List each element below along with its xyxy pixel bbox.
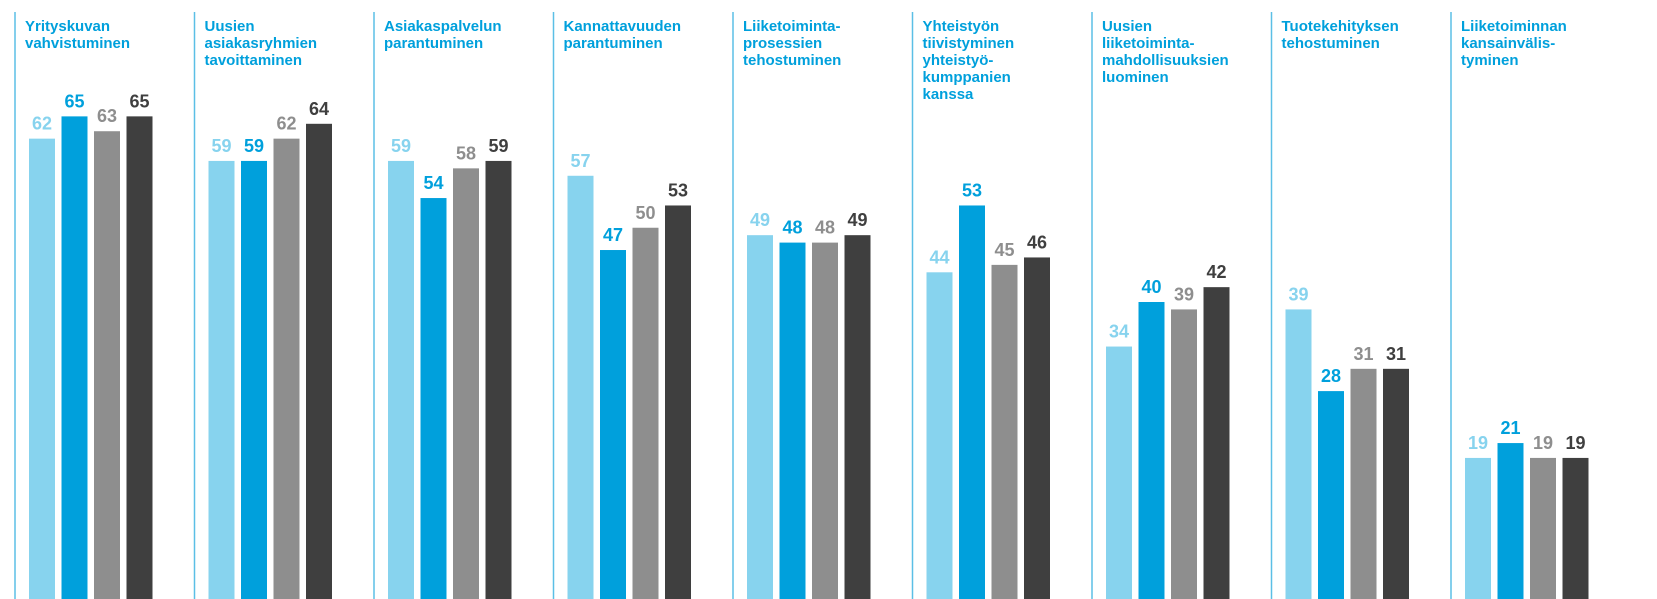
value-label: 62 (32, 114, 52, 134)
category-label: vahvistuminen (25, 35, 130, 52)
bar (812, 242, 838, 599)
category-label: tavoittaminen (205, 52, 303, 69)
bar (1203, 287, 1230, 599)
bar (126, 116, 153, 599)
category-label: yhteistyö- (923, 52, 994, 69)
value-label: 34 (1109, 322, 1129, 342)
category-label: Yhteistyön (923, 18, 1000, 35)
value-label: 65 (64, 91, 84, 111)
bar (1562, 457, 1589, 599)
value-label: 59 (244, 136, 264, 156)
category-label: Liiketoiminta- (743, 18, 841, 35)
bar (844, 235, 871, 599)
value-label: 39 (1288, 284, 1308, 304)
category-label: parantuminen (564, 35, 663, 52)
bar (779, 242, 806, 599)
value-label: 19 (1533, 433, 1553, 453)
value-label: 40 (1141, 277, 1161, 297)
value-label: 31 (1353, 344, 1373, 364)
value-label: 65 (129, 91, 149, 111)
category-label: kanssa (923, 86, 975, 103)
bar (94, 131, 120, 599)
value-label: 49 (750, 210, 770, 230)
value-label: 59 (391, 136, 411, 156)
category-label: tehostuminen (1282, 35, 1380, 52)
bar (926, 272, 953, 599)
bar (665, 205, 691, 599)
category-label: Uusien (1102, 18, 1152, 35)
category-label: prosessien (743, 35, 822, 52)
value-label: 53 (962, 180, 982, 200)
category-label: kansainvälis- (1461, 35, 1555, 52)
value-label: 59 (211, 136, 231, 156)
bar (453, 168, 479, 599)
value-label: 46 (1027, 232, 1047, 252)
value-label: 48 (782, 218, 802, 238)
category-label: kumppanien (923, 69, 1011, 86)
value-label: 42 (1206, 262, 1226, 282)
bar (273, 138, 300, 599)
value-label: 21 (1500, 418, 1520, 438)
category-label: mahdollisuuksien (1102, 52, 1229, 69)
bar (632, 227, 659, 599)
value-label: 63 (97, 106, 117, 126)
value-label: 19 (1565, 433, 1585, 453)
bar (747, 235, 773, 599)
bar (991, 264, 1018, 599)
category-label: Asiakaspalvelun (384, 18, 502, 35)
bar (485, 160, 512, 599)
bar (600, 250, 626, 599)
value-label: 44 (929, 247, 949, 267)
bar (1171, 309, 1197, 599)
value-label: 50 (635, 203, 655, 223)
bar (1318, 391, 1344, 599)
value-label: 58 (456, 143, 476, 163)
value-label: 57 (570, 151, 590, 171)
bar (1106, 346, 1132, 599)
bar (567, 175, 594, 599)
value-label: 53 (668, 180, 688, 200)
bar (1383, 368, 1409, 599)
category-label: liiketoiminta- (1102, 35, 1195, 52)
value-label: 19 (1468, 433, 1488, 453)
value-label: 45 (994, 240, 1014, 260)
bar (1138, 302, 1165, 599)
category-label: Liiketoiminnan (1461, 18, 1567, 35)
bar (420, 198, 447, 599)
category-label: Uusien (205, 18, 255, 35)
bar (1285, 309, 1312, 599)
category-label: asiakasryhmien (205, 35, 318, 52)
bar (959, 205, 985, 599)
category-label: tiivistyminen (923, 35, 1015, 52)
category-label: Tuotekehityksen (1282, 18, 1399, 35)
category-label: luominen (1102, 69, 1169, 86)
bar (388, 160, 414, 599)
bar (1024, 257, 1050, 599)
bar (1465, 457, 1491, 599)
value-label: 48 (815, 218, 835, 238)
value-label: 62 (276, 114, 296, 134)
value-label: 31 (1386, 344, 1406, 364)
bar (1530, 457, 1556, 599)
bar (1497, 443, 1524, 599)
value-label: 54 (423, 173, 443, 193)
category-label: Yrityskuvan (25, 18, 110, 35)
value-label: 39 (1174, 284, 1194, 304)
value-label: 64 (309, 99, 329, 119)
bar (208, 160, 235, 599)
bar (29, 138, 55, 599)
value-label: 59 (488, 136, 508, 156)
bar (306, 123, 332, 599)
value-label: 28 (1321, 366, 1341, 386)
value-label: 49 (847, 210, 867, 230)
bar (241, 160, 267, 599)
category-label: Kannattavuuden (564, 18, 682, 35)
category-label: parantuminen (384, 35, 483, 52)
bar (1350, 368, 1377, 599)
category-label: tehostuminen (743, 52, 841, 69)
bar (61, 116, 88, 599)
category-label: tyminen (1461, 52, 1519, 69)
value-label: 47 (603, 225, 623, 245)
